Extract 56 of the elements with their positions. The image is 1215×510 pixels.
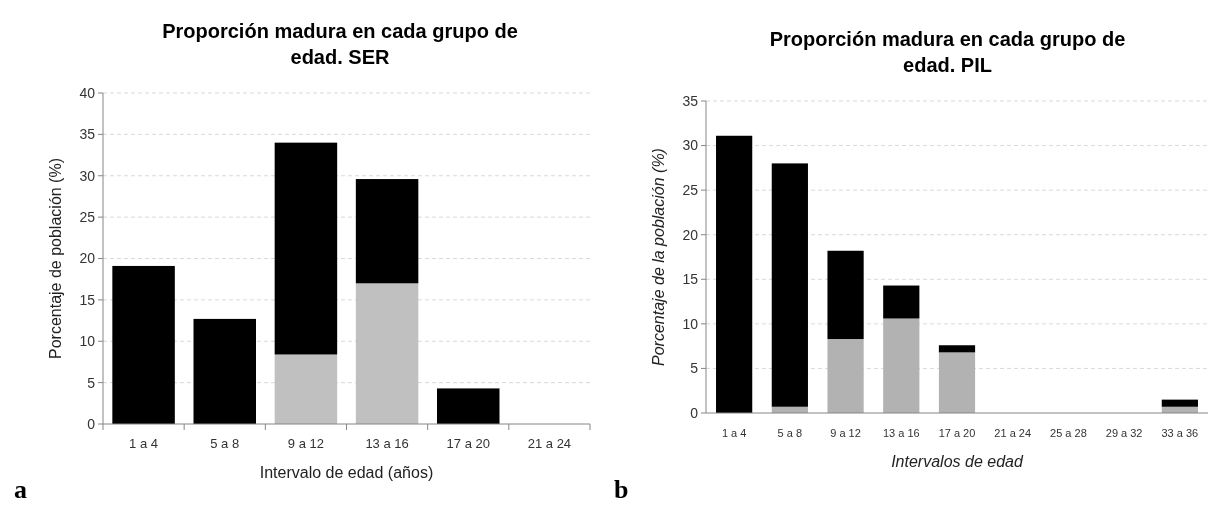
bar [193,318,256,424]
x-tick-label: 9 a 12 [287,436,324,451]
x-tick-label: 1 a 4 [129,436,159,451]
x-tick-label: 13 a 16 [365,436,409,451]
bar [771,163,808,407]
y-tick-label: 30 [79,167,96,184]
y-tick-label: 0 [87,415,96,432]
y-tick-label: 25 [79,209,96,226]
y-tick-label: 15 [79,291,96,308]
bar [274,354,338,424]
y-tick-label: 10 [79,333,96,350]
x-tick-label: 1 a 4 [721,427,747,439]
y-tick-label: 5 [87,374,96,391]
bar [274,142,338,355]
y-tick-label: 20 [682,226,699,243]
bar [437,388,500,424]
x-tick-label: 21 a 24 [994,427,1032,439]
y-tick-label: 35 [79,126,96,143]
bar [883,285,920,319]
bar [827,250,864,340]
bar [938,345,976,353]
y-tick-label: 15 [682,271,699,288]
y-tick-label: 0 [690,404,699,421]
bar [938,352,976,413]
text: a [14,475,27,504]
chart-title: Proporción madura en cada grupo de edad. SER [162,20,518,68]
x-tick-label: 5 a 8 [210,436,240,451]
y-tick-label: 10 [682,315,699,332]
x-tick-label: 29 a 32 [1105,427,1143,439]
y-tick-label: 20 [79,250,96,267]
bar [716,135,753,413]
x-tick-label: 9 a 12 [830,427,861,439]
x-tick-label: 21 a 24 [527,436,572,451]
bar [827,339,864,413]
y-axis-title: Porcentaje de la población (%) [650,148,667,366]
x-tick-label: 25 a 28 [1050,427,1087,439]
bar [883,318,920,413]
x-tick-label: 33 a 36 [1161,427,1199,439]
text: b [614,475,629,504]
y-axis-title: Porcentaje de población (%) [47,157,64,360]
x-axis-title: Intervalo de edad (años) [259,464,434,481]
y-tick-label: 35 [682,92,699,109]
bar [355,179,419,284]
x-tick-label: 13 a 16 [882,427,920,439]
y-tick-label: 25 [682,182,699,199]
bar [1161,399,1198,407]
y-tick-label: 40 [79,84,96,101]
chart-title: Proporción madura en cada grupo de edad. PIL [769,28,1126,76]
x-axis-title: Intervalos de edad [891,453,1024,470]
y-tick-label: 5 [690,360,699,377]
y-tick-label: 30 [682,137,699,154]
x-tick-label: 17 a 20 [446,436,490,451]
x-tick-label: 5 a 8 [777,427,803,439]
bar [355,283,419,424]
x-tick-label: 17 a 20 [938,427,976,439]
bar [112,265,175,424]
